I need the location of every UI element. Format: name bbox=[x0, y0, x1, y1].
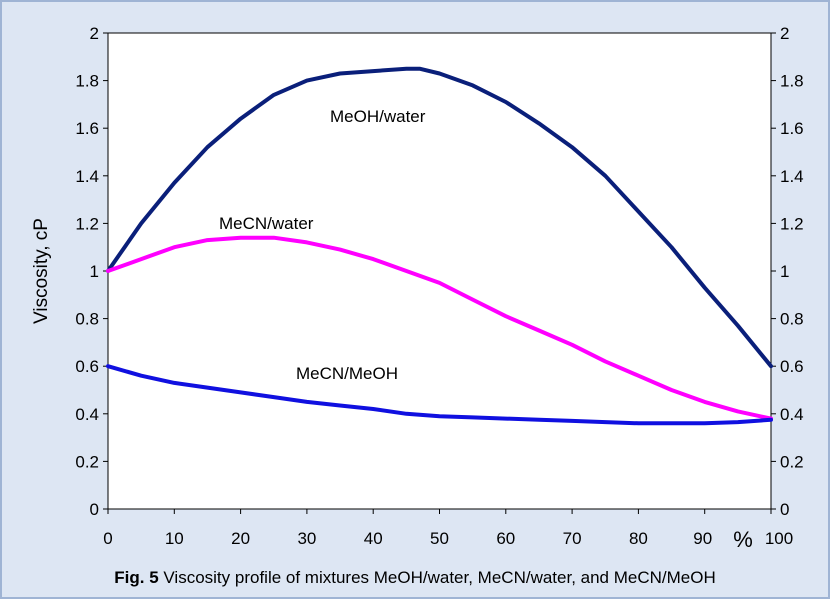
x-tick-label: 0 bbox=[103, 529, 112, 548]
y-axis-label: Viscosity, cP bbox=[31, 218, 52, 324]
x-tick-label: 60 bbox=[496, 529, 515, 548]
x-tick-label: 80 bbox=[629, 529, 648, 548]
y-tick-label-right: 0.8 bbox=[780, 310, 804, 329]
y-tick-label-right: 0.6 bbox=[780, 357, 804, 376]
x-tick-label: 10 bbox=[165, 529, 184, 548]
curve-label-mecn-meoh: MeCN/MeOH bbox=[296, 364, 398, 383]
x-tick-label: 100 bbox=[765, 529, 793, 548]
y-tick-label-left: 1.4 bbox=[75, 167, 99, 186]
x-tick-label: 30 bbox=[297, 529, 316, 548]
figure-caption: Fig. 5 Viscosity profile of mixtures MeO… bbox=[0, 568, 830, 588]
plot-area bbox=[107, 32, 772, 510]
y-tick-label-right: 0.4 bbox=[780, 405, 804, 424]
y-tick-label-right: 0.2 bbox=[780, 452, 804, 471]
series-line-mecn-meoh bbox=[106, 364, 773, 426]
caption-text: Viscosity profile of mixtures MeOH/water… bbox=[163, 568, 716, 587]
y-tick-label-right: 1.4 bbox=[780, 167, 804, 186]
y-tick-label-right: 2 bbox=[780, 24, 789, 43]
y-tick-label-left: 1.8 bbox=[75, 72, 99, 91]
y-tick-label-left: 1 bbox=[90, 262, 99, 281]
series-line-mecn-water bbox=[106, 235, 773, 421]
x-tick-label: 90 bbox=[693, 529, 712, 548]
figure-number: Fig. 5 bbox=[114, 568, 159, 587]
x-tick-label: 40 bbox=[364, 529, 383, 548]
curve-label-mecn-water: MeCN/water bbox=[219, 214, 314, 233]
series-line-meoh-water bbox=[106, 66, 773, 369]
x-axis-unit: % bbox=[733, 527, 753, 552]
y-tick-label-right: 1.8 bbox=[780, 72, 804, 91]
y-tick-label-left: 0.8 bbox=[75, 310, 99, 329]
x-tick-label: 70 bbox=[563, 529, 582, 548]
y-tick-label-left: 0 bbox=[90, 500, 99, 519]
x-tick-label: 20 bbox=[231, 529, 250, 548]
curve-label-meoh-water: MeOH/water bbox=[330, 107, 426, 126]
y-tick-label-right: 1.2 bbox=[780, 214, 804, 233]
y-tick-label-left: 1.2 bbox=[75, 214, 99, 233]
y-tick-label-right: 0 bbox=[780, 500, 789, 519]
y-tick-label-right: 1 bbox=[780, 262, 789, 281]
y-tick-label-left: 0.2 bbox=[75, 452, 99, 471]
y-tick-label-left: 2 bbox=[90, 24, 99, 43]
series-layer bbox=[106, 66, 773, 426]
y-tick-label-left: 0.4 bbox=[75, 405, 99, 424]
y-tick-label-left: 0.6 bbox=[75, 357, 99, 376]
y-tick-label-right: 1.6 bbox=[780, 119, 804, 138]
y-tick-label-left: 1.6 bbox=[75, 119, 99, 138]
x-tick-label: 50 bbox=[430, 529, 449, 548]
axes: 0 00.2 0.20.4 0.40.6 0.60.8 0.81 11.2 1.21.4 1.4… bbox=[75, 24, 803, 548]
